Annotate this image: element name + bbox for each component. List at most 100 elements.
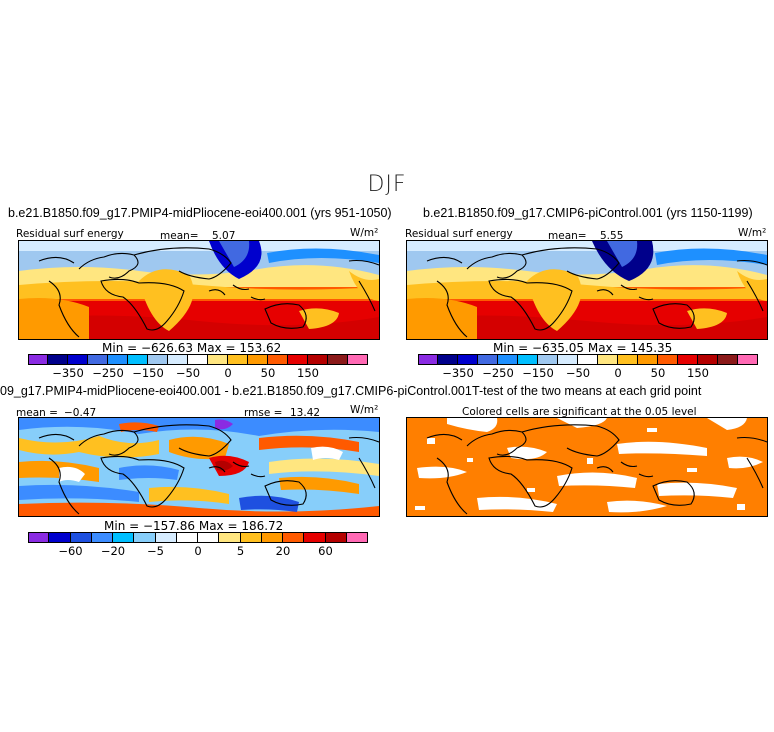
panel-3-colorbar-cell (91, 532, 113, 543)
panel-1-colorbar-tick-label: −350 (52, 366, 84, 380)
panel-2-colorbar-cell (458, 354, 478, 365)
panel-3-colorbar-tick-label: 20 (275, 544, 291, 558)
panel-1-colorbar-cell (188, 354, 208, 365)
panel-4-subtitle: Colored cells are significant at the 0.0… (462, 406, 697, 418)
panel-1-colorbar-cell (68, 354, 88, 365)
panel-3-map (18, 417, 380, 517)
panel-2-colorbar-cell (738, 354, 758, 365)
panel-1-colorbar-tick-label: −250 (92, 366, 124, 380)
panel-2-colorbar-cell (718, 354, 738, 365)
panel-2-colorbar-tick-label: −350 (442, 366, 474, 380)
panel-2-variable-label: Residual surf energy (405, 228, 513, 240)
panel-3-colorbar-tick-label: 60 (318, 544, 333, 558)
panel-1-colorbar-cell (328, 354, 348, 365)
panel-1-colorbar-cell (248, 354, 268, 365)
panel-2-colorbar-cell (618, 354, 638, 365)
panel-1-map-field (19, 241, 379, 339)
panel-1-colorbar-cell (48, 354, 68, 365)
panel-3-colorbar-cell (49, 532, 71, 543)
panel-3-colorbar-cell (261, 532, 283, 543)
panel-3-colorbar-cell (113, 532, 135, 543)
panel-1-map (18, 240, 380, 340)
panel-3-mean-value: −0.47 (64, 407, 97, 419)
panel-2-colorbar-cell (518, 354, 538, 365)
panel-2-colorbar-tick-label: −250 (482, 366, 514, 380)
panel-2-colorbar-tick-label: 50 (650, 366, 666, 380)
panel-2-colorbar-tick-label: 150 (687, 366, 709, 380)
panel-3-rmse-label: rmse = (244, 407, 283, 419)
panel-3-colorbar-tick-label: −20 (100, 544, 126, 558)
panel-2-colorbar-tick-label: −50 (565, 366, 591, 380)
panel-3-map-field (19, 418, 379, 516)
panel-1-mean-value: 5.07 (212, 230, 236, 242)
panel-1-colorbar-cell (228, 354, 248, 365)
panel-2-colorbar-cell (598, 354, 618, 365)
panel-3-colorbar-cell (28, 532, 50, 543)
panel-1-colorbar-cell (308, 354, 328, 365)
panel-2-colorbar-cell (678, 354, 698, 365)
panel-3-colorbar-cell (240, 532, 262, 543)
panel-2-colorbar-cell (578, 354, 598, 365)
panel-1-variable-label: Residual surf energy (16, 228, 124, 240)
panel-1-colorbar-cell (268, 354, 288, 365)
panel-4-map-field (407, 418, 767, 516)
panel-1-minmax: Min = −626.63 Max = 153.62 (102, 341, 282, 355)
panel-3-colorbar-tick-label: −5 (147, 544, 164, 558)
panel-1-colorbar-cell (128, 354, 148, 365)
panel-1-units: W/m² (350, 227, 379, 239)
panel-4-run-title: T-test of the two means at each grid poi… (472, 384, 702, 398)
panel-4-map (406, 417, 768, 517)
panel-3-colorbar-cell (155, 532, 177, 543)
panel-3-colorbar-cell (346, 532, 368, 543)
panel-3-colorbar-cell (283, 532, 305, 543)
panel-3-run-title: 09_g17.PMIP4-midPliocene-eoi400.001 - b.… (0, 384, 472, 398)
panel-2-colorbar-cell (498, 354, 518, 365)
panel-1-colorbar-cell (108, 354, 128, 365)
panel-3-colorbar-cell (134, 532, 156, 543)
panel-1-colorbar-tick-label: 0 (224, 366, 232, 380)
panel-1-colorbar (28, 354, 368, 365)
panel-3-units: W/m² (350, 404, 379, 416)
panel-2-colorbar-cell (638, 354, 658, 365)
panel-1-run-title: b.e21.B1850.f09_g17.PMIP4-midPliocene-eo… (8, 206, 392, 220)
panel-1-colorbar-cell (348, 354, 368, 365)
panel-1-colorbar-tick-label: −50 (175, 366, 201, 380)
panel-2-mean-value: 5.55 (600, 230, 624, 242)
panel-2-colorbar-tick-label: 0 (614, 366, 622, 380)
figure-title: DJF (367, 172, 407, 197)
panel-1-colorbar-tick-label: 50 (260, 366, 276, 380)
panel-3-minmax: Min = −157.86 Max = 186.72 (104, 519, 284, 533)
panel-2-minmax: Min = −635.05 Max = 145.35 (493, 341, 673, 355)
panel-2-map (406, 240, 768, 340)
panel-2-colorbar-tick-label: −150 (522, 366, 554, 380)
panel-1-colorbar-tick-label: −150 (132, 366, 164, 380)
panel-3-colorbar (28, 532, 368, 543)
panel-1-colorbar-cell (168, 354, 188, 365)
panel-3-colorbar-cell (219, 532, 241, 543)
panel-1-colorbar-cell (28, 354, 48, 365)
panel-3-colorbar-cell (198, 532, 220, 543)
panel-3-mean-label: mean = (16, 407, 58, 419)
panel-1-mean-label: mean= (160, 230, 199, 242)
panel-3-colorbar-tick-label: 5 (236, 544, 245, 558)
panel-3-colorbar-tick-label: 0 (194, 544, 202, 558)
panel-2-colorbar-cell (478, 354, 498, 365)
panel-2-colorbar-cell (658, 354, 678, 365)
panel-2-colorbar-cell (438, 354, 458, 365)
panel-2-colorbar-cell (698, 354, 718, 365)
panel-1-colorbar-cell (88, 354, 108, 365)
panel-1-colorbar-cell (148, 354, 168, 365)
panel-3-colorbar-cell (325, 532, 347, 543)
panel-1-colorbar-tick-label: 150 (297, 366, 319, 380)
panel-2-units: W/m² (738, 227, 767, 239)
panel-2-map-field (407, 241, 767, 339)
panel-3-colorbar-cell (70, 532, 92, 543)
panel-3-colorbar-cell (176, 532, 198, 543)
panel-2-colorbar-cell (558, 354, 578, 365)
panel-3-colorbar-tick-label: −60 (58, 544, 83, 558)
panel-3-rmse-value: 13.42 (290, 407, 321, 419)
panel-1-colorbar-cell (288, 354, 308, 365)
panel-3-colorbar-cell (304, 532, 326, 543)
panel-1-colorbar-cell (208, 354, 228, 365)
